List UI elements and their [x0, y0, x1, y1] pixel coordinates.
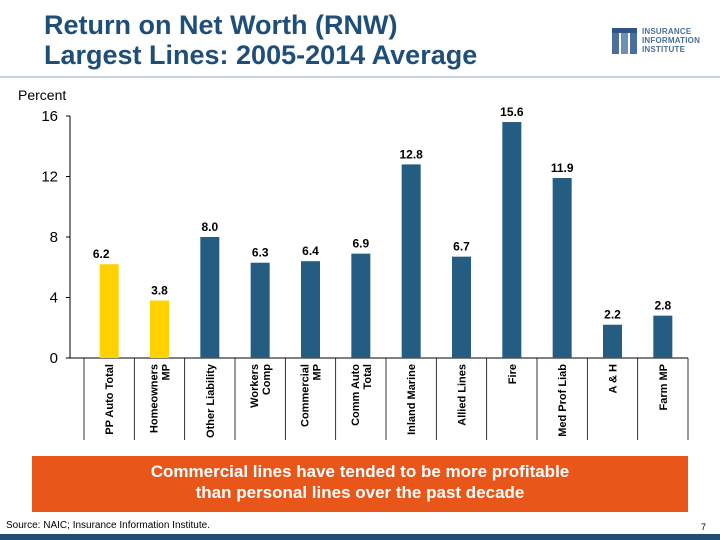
data-label: 6.3 — [252, 246, 269, 260]
y-tick-label: 12 — [41, 169, 58, 186]
bar — [603, 324, 622, 358]
x-tick-label: Inland Marine — [406, 364, 418, 435]
chart-title: Return on Net Worth (RNW) Largest Lines:… — [44, 10, 477, 70]
title-divider — [0, 76, 720, 78]
x-tick-label: PP Auto Total — [104, 364, 116, 435]
bar — [502, 122, 522, 358]
logo-mark-icon — [612, 28, 637, 54]
x-tick-label: Other Liability — [205, 363, 217, 438]
x-tick-label: Workers — [249, 364, 261, 408]
x-tick-label: Fire — [507, 364, 519, 384]
data-label: 15.6 — [500, 105, 524, 119]
y-tick-label: 4 — [50, 290, 58, 307]
x-tick-label: A & H — [608, 364, 620, 394]
bar — [301, 261, 320, 358]
bar-chart: Percent 0 4 8 12 16 6.2 PP Auto Total 3.8 Homeown… — [18, 87, 689, 440]
data-label: 3.8 — [151, 284, 168, 298]
y-tick-label: 16 — [41, 108, 58, 125]
y-tick-label: 0 — [50, 350, 58, 367]
data-label: 6.9 — [352, 237, 369, 251]
x-tick-label: Allied Lines — [457, 364, 469, 426]
logo-wordmark: INSURANCE INFORMATION INSTITUTE — [642, 27, 701, 54]
bar — [401, 164, 421, 358]
page-number: 7 — [700, 522, 706, 532]
x-tick-label: MP — [312, 364, 324, 381]
source-note: Source: NAIC; Insurance Information Inst… — [6, 520, 210, 531]
x-tick-label: MP — [161, 364, 173, 381]
data-label: 11.9 — [551, 161, 574, 175]
title-line-2: Largest Lines: 2005-2014 Average — [44, 40, 478, 70]
data-label: 12.8 — [399, 147, 423, 161]
x-tick-label: Homeowners — [149, 364, 161, 433]
bar — [200, 237, 220, 358]
title-line-1: Return on Net Worth (RNW) — [44, 10, 398, 40]
data-label: 2.2 — [604, 308, 621, 322]
x-tick-label: Commercial — [300, 364, 312, 427]
x-tick-label: Med Prof Liab — [557, 364, 569, 437]
insurance-information-institute-logo: INSURANCE INFORMATION INSTITUTE — [612, 24, 712, 60]
x-tick-label: Total — [362, 364, 374, 389]
x-tick-label: Farm MP — [658, 364, 670, 410]
y-axis-label: Percent — [18, 87, 66, 103]
x-tick-label: Comm Auto — [350, 364, 362, 426]
footer-bar — [0, 534, 720, 540]
bar — [250, 262, 270, 358]
data-label: 6.2 — [93, 247, 110, 261]
x-tick-label: Comp — [261, 364, 273, 395]
callout-box: Commercial lines have tended to be more … — [32, 456, 688, 512]
bar — [351, 253, 371, 358]
data-label: 6.4 — [302, 244, 319, 258]
data-label: 6.7 — [453, 240, 470, 254]
callout-line-1: Commercial lines have tended to be more … — [150, 462, 570, 481]
bar — [99, 264, 119, 358]
data-label: 2.8 — [654, 299, 671, 313]
callout-line-2: than personal lines over the past decade — [195, 483, 525, 502]
bar — [552, 178, 572, 358]
bar — [150, 300, 169, 358]
y-tick-label: 8 — [50, 229, 58, 246]
bar — [653, 315, 673, 358]
data-label: 8.0 — [201, 220, 218, 234]
bar — [452, 256, 471, 358]
